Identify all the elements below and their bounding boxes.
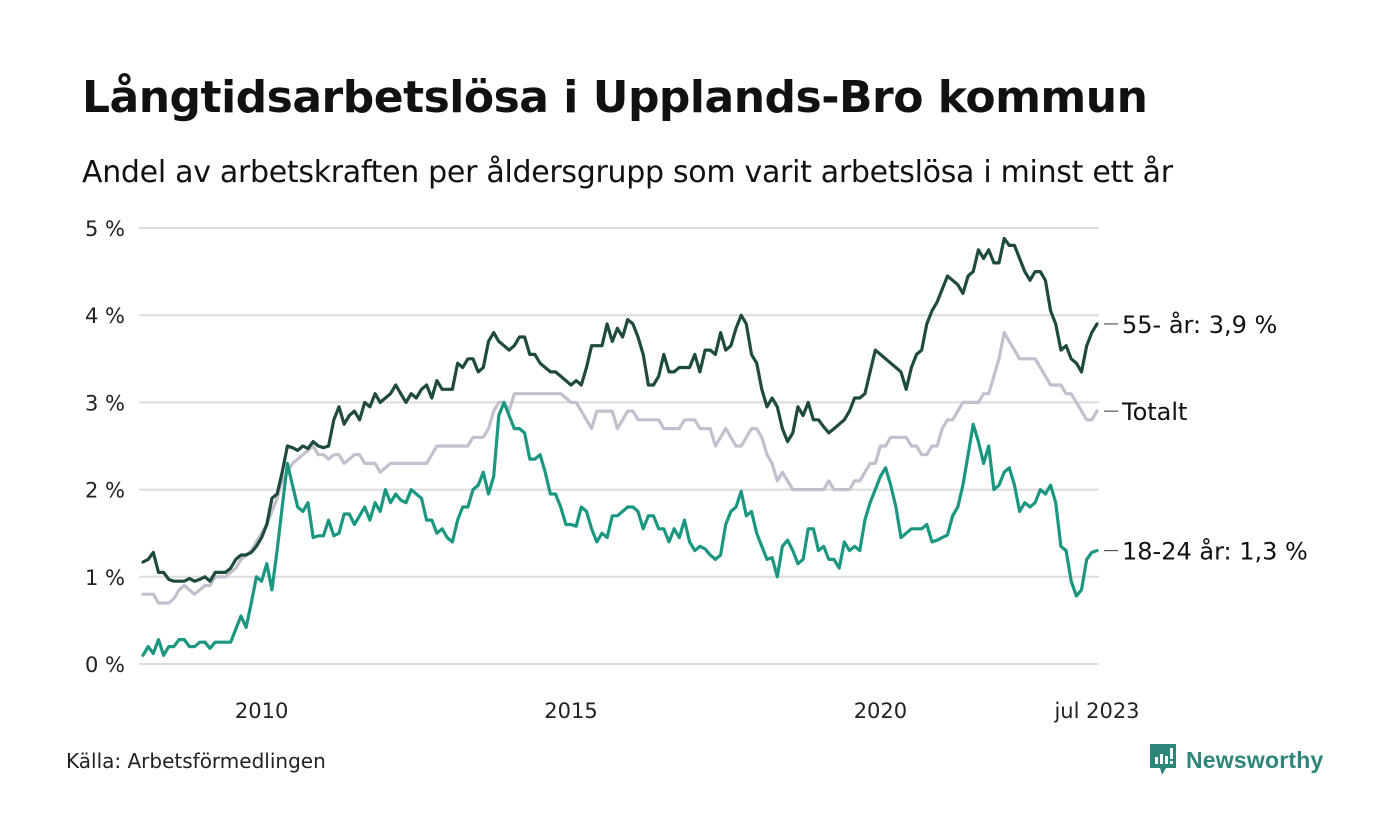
- x-tick-label: 2010: [235, 699, 288, 723]
- brand-logo: Newsworthy: [1148, 742, 1323, 778]
- end-labels: Totalt 55- år: 3,9 % 18-24 år: 1,3 %: [1104, 310, 1308, 566]
- x-axis: 2010 2015 2020 jul 2023: [235, 699, 1140, 723]
- end-label: 55- år: 3,9 %: [1122, 310, 1277, 339]
- y-tick-label: 1 %: [85, 566, 125, 590]
- end-label: 18-24 år: 1,3 %: [1122, 537, 1308, 566]
- y-tick-label: 5 %: [85, 217, 125, 241]
- source-note: Källa: Arbetsförmedlingen: [66, 749, 326, 773]
- series-line-55-r: [141, 236, 1099, 583]
- y-tick-label: 2 %: [85, 479, 125, 503]
- series-lines: [141, 236, 1099, 657]
- gridlines: [139, 227, 1099, 665]
- y-axis: 0 % 1 % 2 % 3 % 4 % 5 %: [85, 217, 125, 677]
- x-tick-label: 2020: [854, 699, 907, 723]
- y-tick-label: 0 %: [85, 653, 125, 677]
- chart-title: Långtidsarbetslösa i Upplands-Bro kommun: [82, 72, 1148, 123]
- y-tick-label: 4 %: [85, 304, 125, 328]
- series-line-totalt: [141, 331, 1099, 605]
- x-tick-label: jul 2023: [1053, 699, 1139, 723]
- newsworthy-logo-icon: [1150, 744, 1176, 775]
- x-tick-label: 2015: [544, 699, 597, 723]
- series-line-18-24-r: [141, 400, 1099, 657]
- y-tick-label: 3 %: [85, 391, 125, 415]
- brand-name: Newsworthy: [1186, 746, 1324, 773]
- chart-subtitle: Andel av arbetskraften per åldersgrupp s…: [82, 155, 1173, 190]
- end-label: Totalt: [1121, 398, 1187, 426]
